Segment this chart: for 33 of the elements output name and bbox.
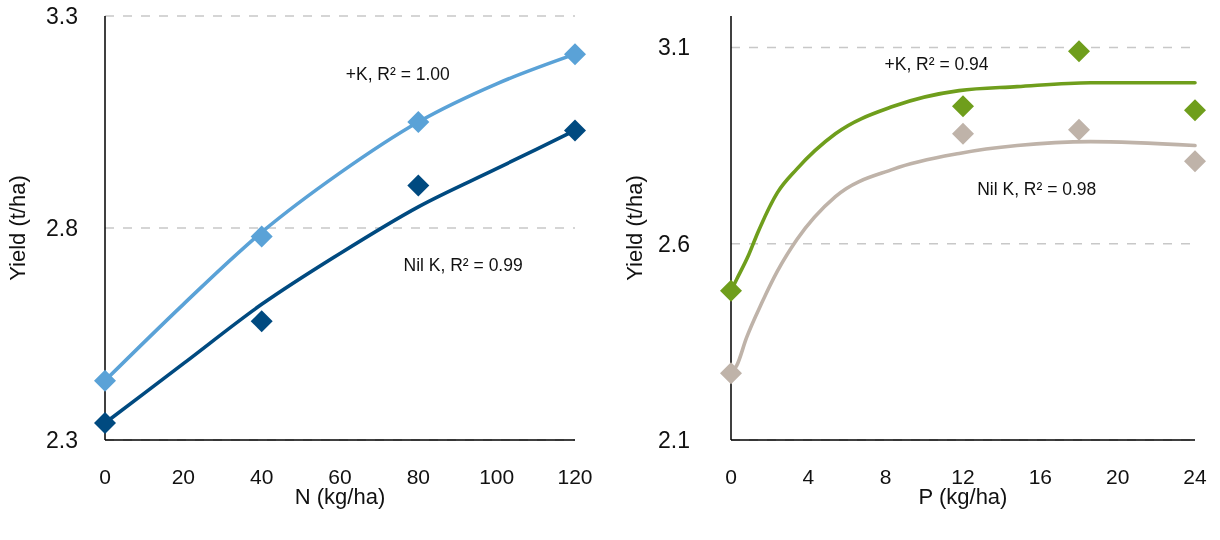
y-tick-label: 3.3	[46, 3, 78, 29]
point	[94, 369, 116, 392]
x-tick-label: 4	[802, 465, 815, 488]
point	[1068, 40, 1090, 63]
y-axis-title: Yield (t/ha)	[621, 175, 647, 281]
point	[250, 225, 273, 248]
x-tick-label: 8	[879, 465, 892, 488]
point	[564, 119, 586, 142]
x-tick-label: 20	[171, 465, 196, 488]
annotation: Nil K, R² = 0.99	[403, 255, 523, 276]
x-tick-label: 20	[1105, 465, 1130, 488]
y-axis-title: Yield (t/ha)	[4, 175, 30, 281]
point	[94, 412, 116, 435]
x-tick-label: 80	[406, 465, 431, 488]
y-tick-label: 2.6	[658, 230, 690, 257]
y-tick-label: 3.1	[658, 34, 690, 61]
x-tick-label: 24	[1183, 465, 1207, 488]
point	[564, 43, 586, 66]
point	[407, 111, 430, 133]
x-tick-label: 100	[479, 465, 515, 488]
point	[250, 310, 273, 333]
y-tick-label: 2.8	[46, 215, 78, 241]
annotation: +K, R² = 1.00	[345, 64, 450, 85]
annotation: +K, R² = 0.94	[884, 54, 989, 75]
x-tick-label: 16	[1028, 465, 1053, 488]
x-tick-label: 40	[249, 465, 274, 488]
x-tick-label: 0	[99, 465, 111, 488]
x-tick-label: 120	[557, 465, 593, 488]
point	[720, 362, 742, 385]
x-tick-label: 0	[725, 465, 737, 488]
point	[407, 174, 430, 197]
y-tick-label: 2.3	[46, 427, 78, 453]
y-tick-label: 2.1	[658, 427, 690, 453]
